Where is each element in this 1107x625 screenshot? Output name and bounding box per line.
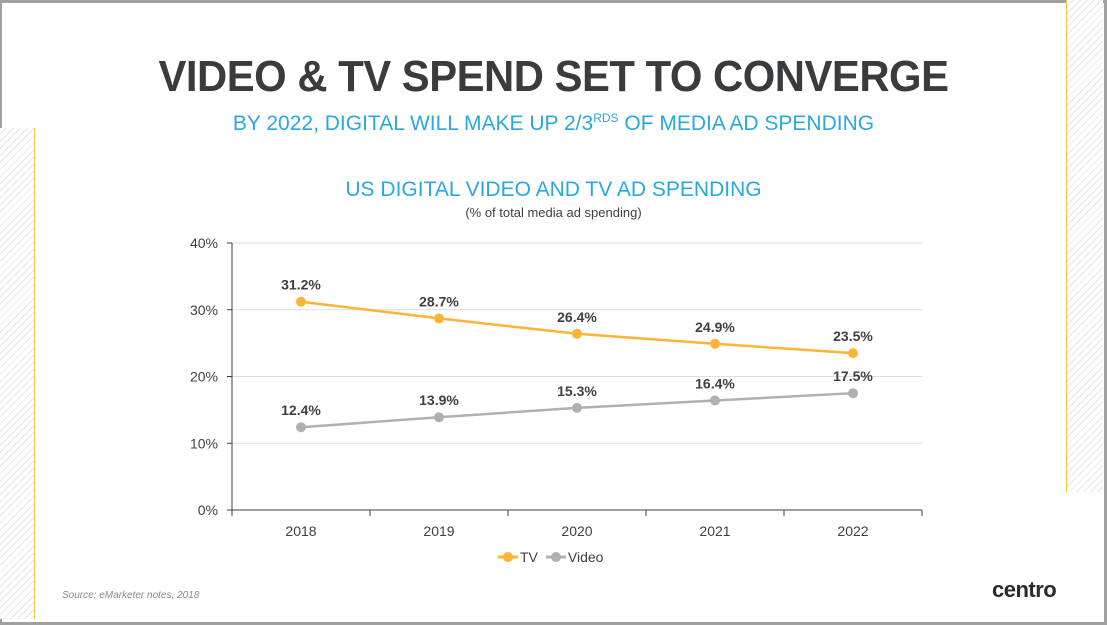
data-label-tv: 31.2%: [281, 277, 321, 293]
x-tick-label: 2020: [561, 523, 592, 539]
data-label-video: 16.4%: [695, 376, 735, 392]
data-point-video: [710, 395, 720, 406]
data-label-tv: 26.4%: [557, 309, 597, 325]
data-label-video: 12.4%: [281, 402, 321, 418]
subtitle-sup: RDS: [593, 111, 619, 125]
data-label-tv: 24.9%: [695, 319, 735, 335]
subtitle-text-end: OF MEDIA AD SPENDING: [618, 112, 875, 135]
data-point-tv: [434, 313, 444, 324]
chart-legend: TV Video: [498, 549, 603, 565]
legend-marker-video-icon: [545, 552, 566, 562]
x-tick-label: 2019: [423, 523, 454, 539]
centro-logo: centro: [992, 577, 1057, 602]
x-tick-label: 2018: [285, 523, 316, 539]
data-point-video: [848, 388, 858, 399]
data-label-video: 15.3%: [557, 383, 597, 399]
data-label-tv: 23.5%: [833, 328, 873, 344]
decorative-hatch-right: [1066, 0, 1103, 492]
data-point-tv: [296, 296, 306, 307]
legend-label-tv: TV: [520, 549, 538, 565]
subtitle-text: BY 2022, DIGITAL WILL MAKE UP 2/3: [232, 112, 594, 135]
legend-item-video: Video: [545, 549, 604, 565]
x-tick-label: 2022: [837, 523, 868, 539]
slide: [2, 3, 1104, 622]
data-point-video: [572, 402, 582, 413]
y-tick-label: 10%: [190, 435, 218, 451]
slide-subtitle: BY 2022, DIGITAL WILL MAKE UP 2/3RDS OF …: [0, 111, 1107, 136]
data-label-video: 13.9%: [419, 392, 459, 408]
data-point-tv: [572, 328, 582, 339]
y-tick-label: 30%: [190, 302, 218, 318]
decorative-hatch-left: [0, 128, 35, 619]
data-point-video: [296, 422, 306, 433]
legend-label-video: Video: [567, 549, 604, 565]
source-note: Source: eMarketer notes, 2018: [62, 590, 200, 601]
y-tick-label: 40%: [190, 235, 218, 251]
chart-subtitle: (% of total media ad spending): [465, 205, 642, 220]
data-point-video: [434, 412, 444, 423]
data-point-tv: [710, 338, 720, 349]
data-label-tv: 28.7%: [419, 293, 459, 309]
y-tick-label: 20%: [190, 369, 218, 385]
y-tick-label: 0%: [198, 502, 218, 518]
data-point-tv: [848, 348, 858, 359]
x-tick-label: 2021: [699, 523, 730, 539]
legend-marker-tv-icon: [498, 552, 518, 562]
chart-title: US DIGITAL VIDEO AND TV AD SPENDING: [345, 178, 762, 201]
data-label-video: 17.5%: [833, 368, 873, 384]
slide-title: VIDEO & TV SPEND SET TO CONVERGE: [158, 52, 949, 101]
legend-item-tv: TV: [498, 549, 538, 565]
